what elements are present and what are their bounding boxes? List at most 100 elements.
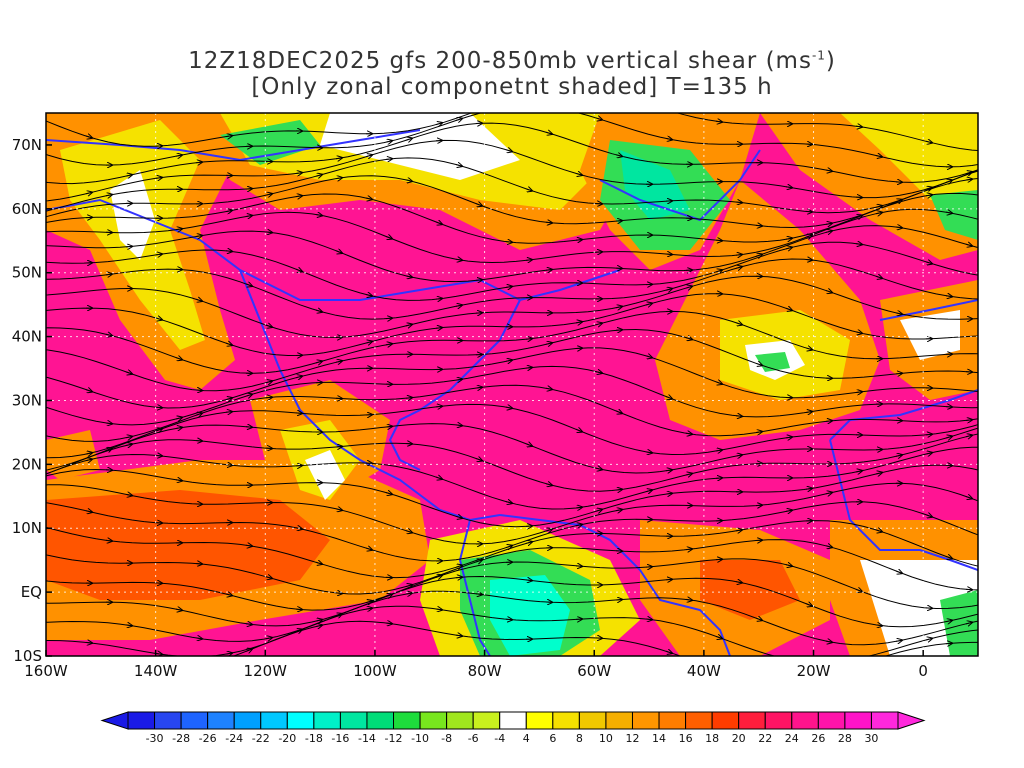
streamline-arrow [105, 448, 112, 450]
streamline-arrow [195, 638, 202, 639]
colorbar-swatch [738, 711, 766, 730]
lat-tick-label: 50N [12, 264, 42, 282]
streamline-arrow [405, 593, 412, 594]
streamline-arrow [155, 178, 162, 179]
streamline-arrow [455, 259, 462, 260]
streamline-arrow [685, 549, 692, 550]
streamline-arrow [85, 511, 92, 512]
colorbar-swatch [844, 711, 872, 730]
streamline-arrow [665, 651, 672, 653]
streamline-arrow [455, 577, 462, 578]
streamline [46, 208, 978, 264]
streamline-arrow [155, 318, 162, 320]
lat-tick-label: 60N [12, 200, 42, 218]
streamline-arrow [85, 192, 92, 193]
lon-tick-label: 60W [577, 662, 611, 680]
shading-layer [46, 113, 978, 656]
streamline-arrow [195, 563, 202, 564]
streamline-arrow [295, 376, 302, 378]
streamline-arrow [715, 636, 722, 638]
streamline-arrow [335, 509, 342, 510]
colorbar-swatch [658, 711, 687, 730]
streamline-arrow [875, 530, 882, 532]
streamline-arrow [245, 284, 252, 286]
colorbar-swatch [127, 711, 156, 730]
streamline-arrow [225, 398, 232, 400]
streamline-arrow [965, 435, 972, 436]
streamline-arrow [365, 155, 372, 157]
streamline-arrow [895, 200, 902, 202]
streamline-arrow [685, 474, 692, 475]
streamline-arrow [365, 295, 372, 296]
streamline [46, 520, 978, 579]
streamline-arrow [925, 262, 932, 264]
streamline-arrow [925, 638, 932, 640]
streamline-arrow [405, 276, 412, 277]
colorbar-tick-label: -26 [199, 732, 217, 745]
colorbar-swatch [446, 711, 474, 730]
streamline-arrow [595, 118, 602, 120]
streamline-arrow [435, 406, 442, 407]
colorbar-tick-label: 28 [838, 732, 852, 745]
streamline-arrow [825, 546, 832, 548]
streamline-arrow [665, 289, 672, 291]
streamline-arrow [646, 104, 652, 106]
streamline-arrow [245, 427, 252, 428]
streamline-arrow [875, 625, 882, 626]
streamline-arrow [265, 381, 272, 383]
streamline [232, 620, 978, 656]
streamline-arrow [876, 657, 882, 659]
streamline-arrow [385, 318, 392, 319]
colorbar-tick-label: 14 [652, 732, 666, 745]
lon-tick-label: 20W [797, 662, 831, 680]
streamline-arrow [615, 489, 622, 490]
colorbar-swatch [525, 711, 554, 730]
streamline-arrow [665, 138, 672, 139]
streamline-arrow [225, 136, 232, 137]
streamline-arrow [225, 210, 232, 211]
streamline-arrow [945, 180, 952, 182]
colorbar-swatch [233, 711, 262, 730]
streamline-arrow [875, 212, 882, 213]
lat-tick-label: 30N [12, 391, 42, 409]
streamline-arrow [365, 601, 372, 603]
streamline-arrow [315, 562, 322, 564]
streamline-arrow [755, 225, 762, 226]
streamline-arrow [295, 173, 302, 174]
streamline-arrow [125, 444, 132, 445]
streamline-arrow [455, 379, 462, 380]
streamline-arrow [895, 227, 902, 228]
streamline-arrow [385, 426, 392, 427]
lat-tick-label: EQ [21, 583, 42, 601]
streamline-arrow [525, 189, 532, 191]
streamline-arrow [365, 198, 372, 199]
streamline-arrow [755, 254, 762, 256]
streamline-arrow [665, 396, 672, 398]
streamline-arrow [125, 436, 132, 437]
streamline-arrow [785, 565, 792, 567]
streamline-arrow [735, 530, 742, 531]
streamline-arrow [945, 212, 952, 213]
streamline-arrow [435, 477, 442, 479]
chart-title-line1: 12Z18DEC2025 gfs 200-850mb vertical shea… [188, 48, 836, 74]
axes: 160W 140W 120W 100W 80W 60W 40W 20W 0 70N 60N 50N 40… [12, 136, 928, 680]
streamline-arrow [175, 229, 182, 230]
colorbar-tick-label: -28 [172, 732, 190, 745]
streamline [46, 575, 978, 628]
streamline-arrow [615, 155, 622, 157]
streamline-arrow [175, 417, 182, 419]
streamline-arrow [735, 255, 742, 256]
colorbar-tick-label: -30 [146, 732, 164, 745]
streamline-arrow [755, 363, 762, 365]
streamline-arrow [895, 455, 902, 456]
streamline-arrow [945, 556, 952, 558]
colorbar-right-arrow [897, 711, 926, 730]
streamline-arrow [505, 286, 512, 287]
streamline-arrow [965, 420, 972, 421]
streamline-arrow [265, 194, 272, 195]
streamline-arrow [175, 480, 182, 481]
streamline-arrow [685, 286, 692, 288]
colorbar-swatch [578, 711, 607, 730]
colorbar-tick-label: -4 [494, 732, 505, 745]
streamline-arrow [925, 187, 932, 189]
